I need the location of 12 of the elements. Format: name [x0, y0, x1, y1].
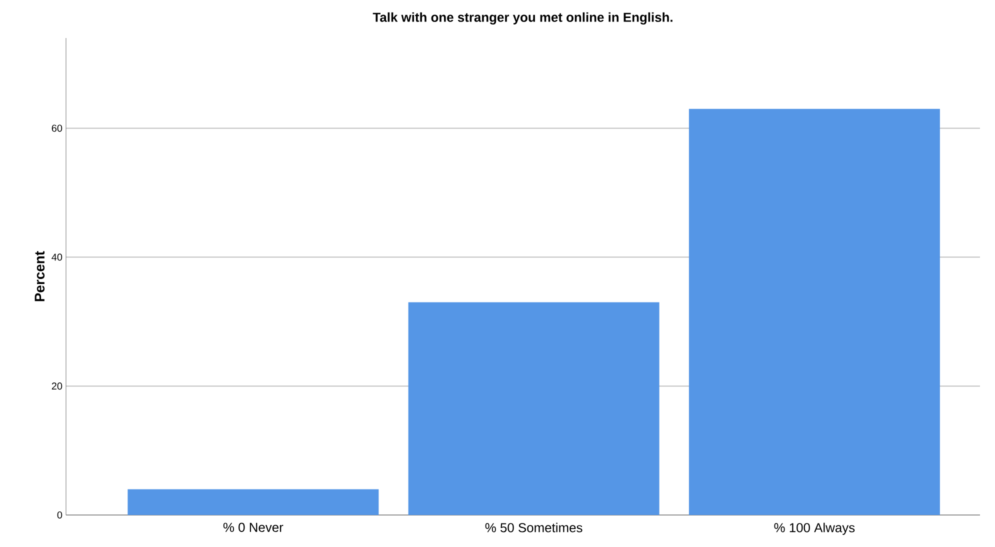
y-tick-label: 20	[52, 382, 62, 390]
y-tick-label: 40	[52, 254, 62, 261]
y-tick-label: 60	[52, 124, 62, 132]
bar	[128, 489, 379, 515]
x-tick-label: % 50 Sometimes	[485, 522, 582, 532]
y-tick-label: 0	[57, 511, 62, 519]
bar	[688, 108, 940, 515]
x-tick-label: % 0 Never	[223, 522, 284, 532]
x-tick-label: % 100 Always	[774, 522, 855, 535]
y-axis-title: Percent	[34, 251, 45, 302]
bar	[408, 302, 660, 515]
chart-title: Talk with one stranger you met online in English.	[372, 12, 672, 25]
